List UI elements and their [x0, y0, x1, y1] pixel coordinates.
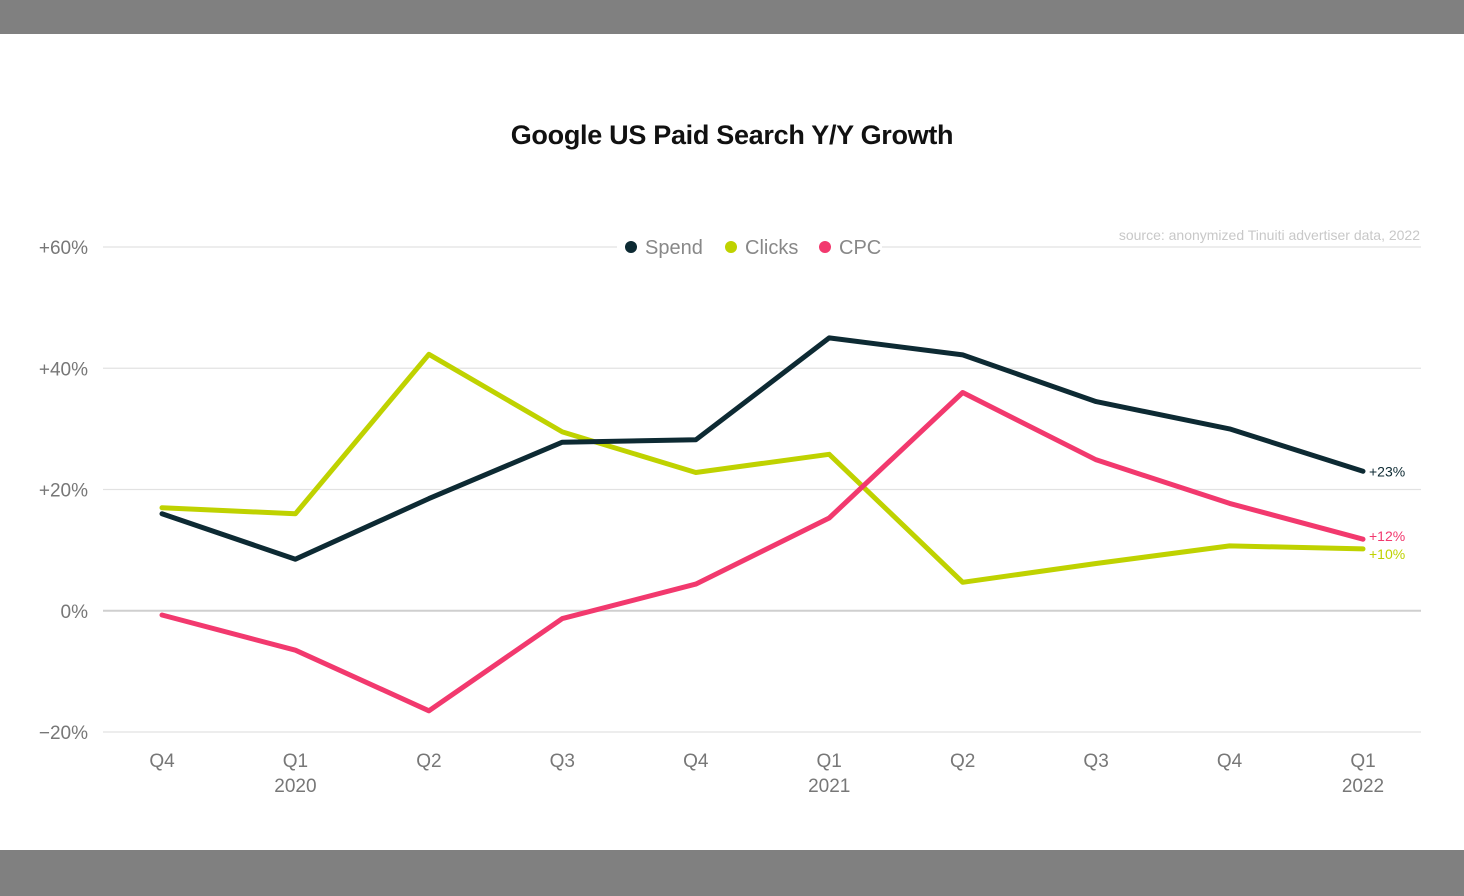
x-tick-label: Q4	[149, 751, 175, 772]
series-line-spend	[159, 335, 1366, 562]
grid-lines	[103, 246, 1421, 733]
x-tick-label: Q4	[1217, 751, 1243, 772]
legend: Spend Clicks CPC	[617, 234, 882, 260]
series-line-cpc	[159, 390, 1366, 714]
x-tick-label: Q1	[283, 751, 308, 772]
chart-title: Google US Paid Search Y/Y Growth	[510, 120, 954, 150]
top-gray-band	[0, 0, 1464, 34]
series-line-clicks	[159, 351, 1366, 585]
x-tick-label: Q1	[1350, 751, 1375, 772]
y-tick-label: −20%	[39, 723, 88, 744]
y-tick-label: +20%	[39, 481, 88, 502]
legend-label-cpc: CPC	[839, 237, 881, 259]
x-tick-label: Q3	[1083, 751, 1108, 772]
x-axis: Q4 Q1 2020 Q2 Q3 Q4 Q1 2021 Q2 Q3 Q4 Q1 2022	[149, 751, 1384, 797]
x-tick-label: Q2	[950, 751, 975, 772]
end-label-spend: +23%	[1369, 463, 1405, 479]
series-lines: +10% +12% +23%	[159, 335, 1405, 714]
legend-background	[617, 234, 882, 260]
x-year-label: 2021	[808, 776, 850, 797]
legend-marker-clicks	[725, 241, 737, 253]
x-tick-label: Q1	[817, 751, 842, 772]
legend-label-clicks: Clicks	[745, 237, 798, 259]
bottom-gray-band	[0, 850, 1464, 896]
x-tick-label: Q2	[416, 751, 441, 772]
y-tick-label: +40%	[39, 359, 88, 380]
y-axis: −20% 0% +20% +40% +60%	[39, 238, 88, 744]
source-note: source: anonymized Tinuiti advertiser da…	[1119, 227, 1420, 243]
x-tick-label: Q4	[683, 751, 709, 772]
x-year-label: 2020	[274, 776, 316, 797]
chart-canvas: Google US Paid Search Y/Y Growth	[0, 34, 1464, 850]
end-label-cpc: +12%	[1369, 528, 1405, 544]
y-tick-label: 0%	[61, 602, 89, 623]
legend-label-spend: Spend	[645, 237, 703, 259]
legend-marker-cpc	[819, 241, 831, 253]
x-tick-label: Q3	[550, 751, 575, 772]
y-tick-label: +60%	[39, 238, 88, 259]
end-label-clicks: +10%	[1369, 546, 1405, 562]
x-year-label: 2022	[1342, 776, 1384, 797]
legend-marker-spend	[625, 241, 637, 253]
